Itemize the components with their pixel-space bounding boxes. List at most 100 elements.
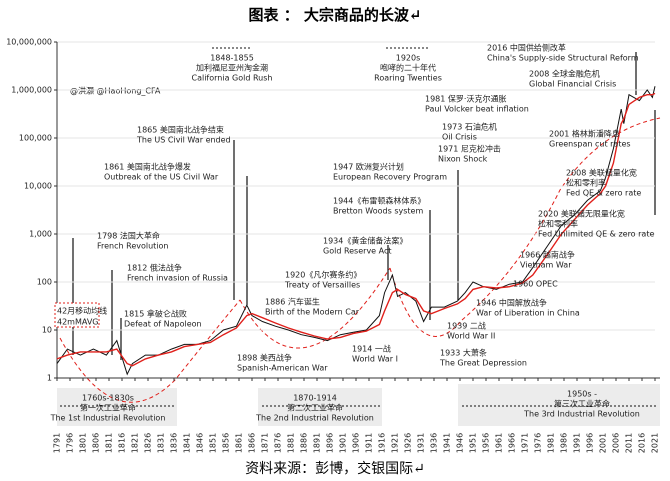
x-tick-label: 1946 (456, 433, 465, 453)
annotation-text: Birth of the Modern Car (265, 308, 360, 317)
x-tick-label: 1841 (183, 433, 192, 453)
y-tick-label: 100,000 (19, 134, 52, 143)
annotation-text: 1946 中国解放战争 (476, 298, 547, 308)
x-tick-label: 1896 (326, 433, 335, 453)
annotation-text: 2020 美联储无限量化宽 (538, 209, 625, 219)
annotation-text: French invasion of Russia (127, 274, 228, 283)
x-tick-label: 1801 (79, 433, 88, 453)
x-tick-label: 1916 (378, 433, 387, 453)
era-band (458, 384, 660, 426)
legend-label: 42mMAVG (57, 318, 99, 327)
annotation-text: Fed Unlimited QE & zero rate (538, 230, 654, 239)
annotation: 1934《黄金储备法案》Gold Reserve Act (323, 236, 407, 256)
x-tick-label: 1831 (157, 433, 166, 453)
annotation-text: 第一次工业革命 (80, 403, 136, 413)
annotation-text: Fed QE & zero rate (566, 189, 641, 198)
x-tick-label: 1961 (495, 433, 504, 453)
x-tick-label: 1891 (313, 433, 322, 453)
era-arrows (60, 47, 658, 407)
annotation-text: 1939 二战 (447, 321, 486, 331)
legend-box (54, 302, 100, 328)
annotation-text: Spanish-American War (237, 364, 328, 373)
annotation-text: 1971 尼克松冲击 (438, 144, 501, 154)
annotation-text: 2001 格林斯潘降息 (549, 129, 620, 139)
era-band (258, 388, 382, 426)
annotation-text: 1861 美国南北战争爆发 (104, 162, 191, 172)
annotation-text: China's Supply-side Structural Reform (487, 54, 639, 63)
annotation-text: Gold Reserve Act (323, 247, 392, 256)
annotation-text: Treaty of Versailles (284, 281, 360, 290)
x-tick-label: 1931 (417, 433, 426, 453)
y-tick-label: 10,000,000 (6, 38, 52, 47)
x-tick-label: 1826 (144, 433, 153, 453)
annotation-text: Defeat of Napoleon (124, 320, 202, 329)
annotation-text: Roaring Twenties (374, 74, 442, 83)
y-tick-label: 1,000,000 (11, 86, 52, 95)
x-tick-label: 1856 (222, 433, 231, 453)
series-line (56, 92, 656, 367)
annotation-text: 1934《黄金储备法案》 (323, 236, 407, 246)
chart-title: 图表 ： 大宗商品的长波↵ (248, 6, 421, 24)
annotation-text: 2016 中国供给侧改革 (487, 43, 566, 53)
x-tick-label: 1906 (352, 433, 361, 453)
x-tick-label: 1996 (586, 433, 595, 453)
annotation-text: Bretton Woods system (333, 207, 423, 216)
source: 资料来源：彭博，交银国际↵ (245, 460, 425, 477)
x-tick-label: 1851 (209, 433, 218, 453)
annotation-text: 1950s - (567, 390, 597, 399)
x-tick-label: 1971 (521, 433, 530, 453)
x-tick-label: 1806 (92, 433, 101, 453)
x-tick-label: 1821 (131, 433, 140, 453)
annotation-text: 1886 汽车诞生 (265, 297, 320, 307)
x-tick-label: 2016 (638, 433, 647, 453)
x-tick-label: 1846 (196, 433, 205, 453)
annotation-text: 1865 美国南北战争结束 (137, 125, 224, 135)
annotation-text: Global Financial Crisis (529, 80, 616, 89)
x-tick-label: 1956 (482, 433, 491, 453)
annotation-text: The US Civil War ended (136, 136, 231, 145)
annotation-text: Nixon Shock (438, 155, 488, 164)
annotation-text: 1947 欧洲复兴计划 (333, 162, 404, 172)
annotation-text: Oil Crisis (442, 133, 477, 142)
x-tick-label: 1941 (443, 433, 452, 453)
annotation-text: 加利福尼亚州淘金潮 (196, 63, 268, 73)
x-tick-label: 1991 (573, 433, 582, 453)
annotation-text: 2008 全球金融危机 (529, 69, 600, 79)
annotation-text: Greenspan cut rates (549, 140, 631, 149)
x-tick-label: 1876 (274, 433, 283, 453)
annotation-text: 2008 美联储量化宽 (566, 168, 637, 178)
x-tick-label: 1881 (287, 433, 296, 453)
annotation-text: Paul Volcker beat inflation (425, 105, 529, 114)
y-tick-label: 100 (37, 278, 52, 287)
annotation-text: 1960 OPEC (513, 280, 558, 289)
x-tick-label: 1866 (248, 433, 257, 453)
x-tick-label: 1791 (53, 433, 62, 453)
annotation-text: 第二次工业革命 (287, 403, 343, 413)
x-tick-label: 1986 (560, 433, 569, 453)
x-tick-label: 1901 (339, 433, 348, 453)
annotation-text: 1848-1855 (210, 54, 254, 63)
annotation-text: 1760s-1830s (82, 394, 134, 403)
x-tick-label: 1981 (547, 433, 556, 453)
legend-label: 42月移动均线 (57, 306, 107, 316)
annotation-text: Vietnam War (520, 261, 572, 270)
annotation-text: French Revolution (97, 242, 169, 251)
